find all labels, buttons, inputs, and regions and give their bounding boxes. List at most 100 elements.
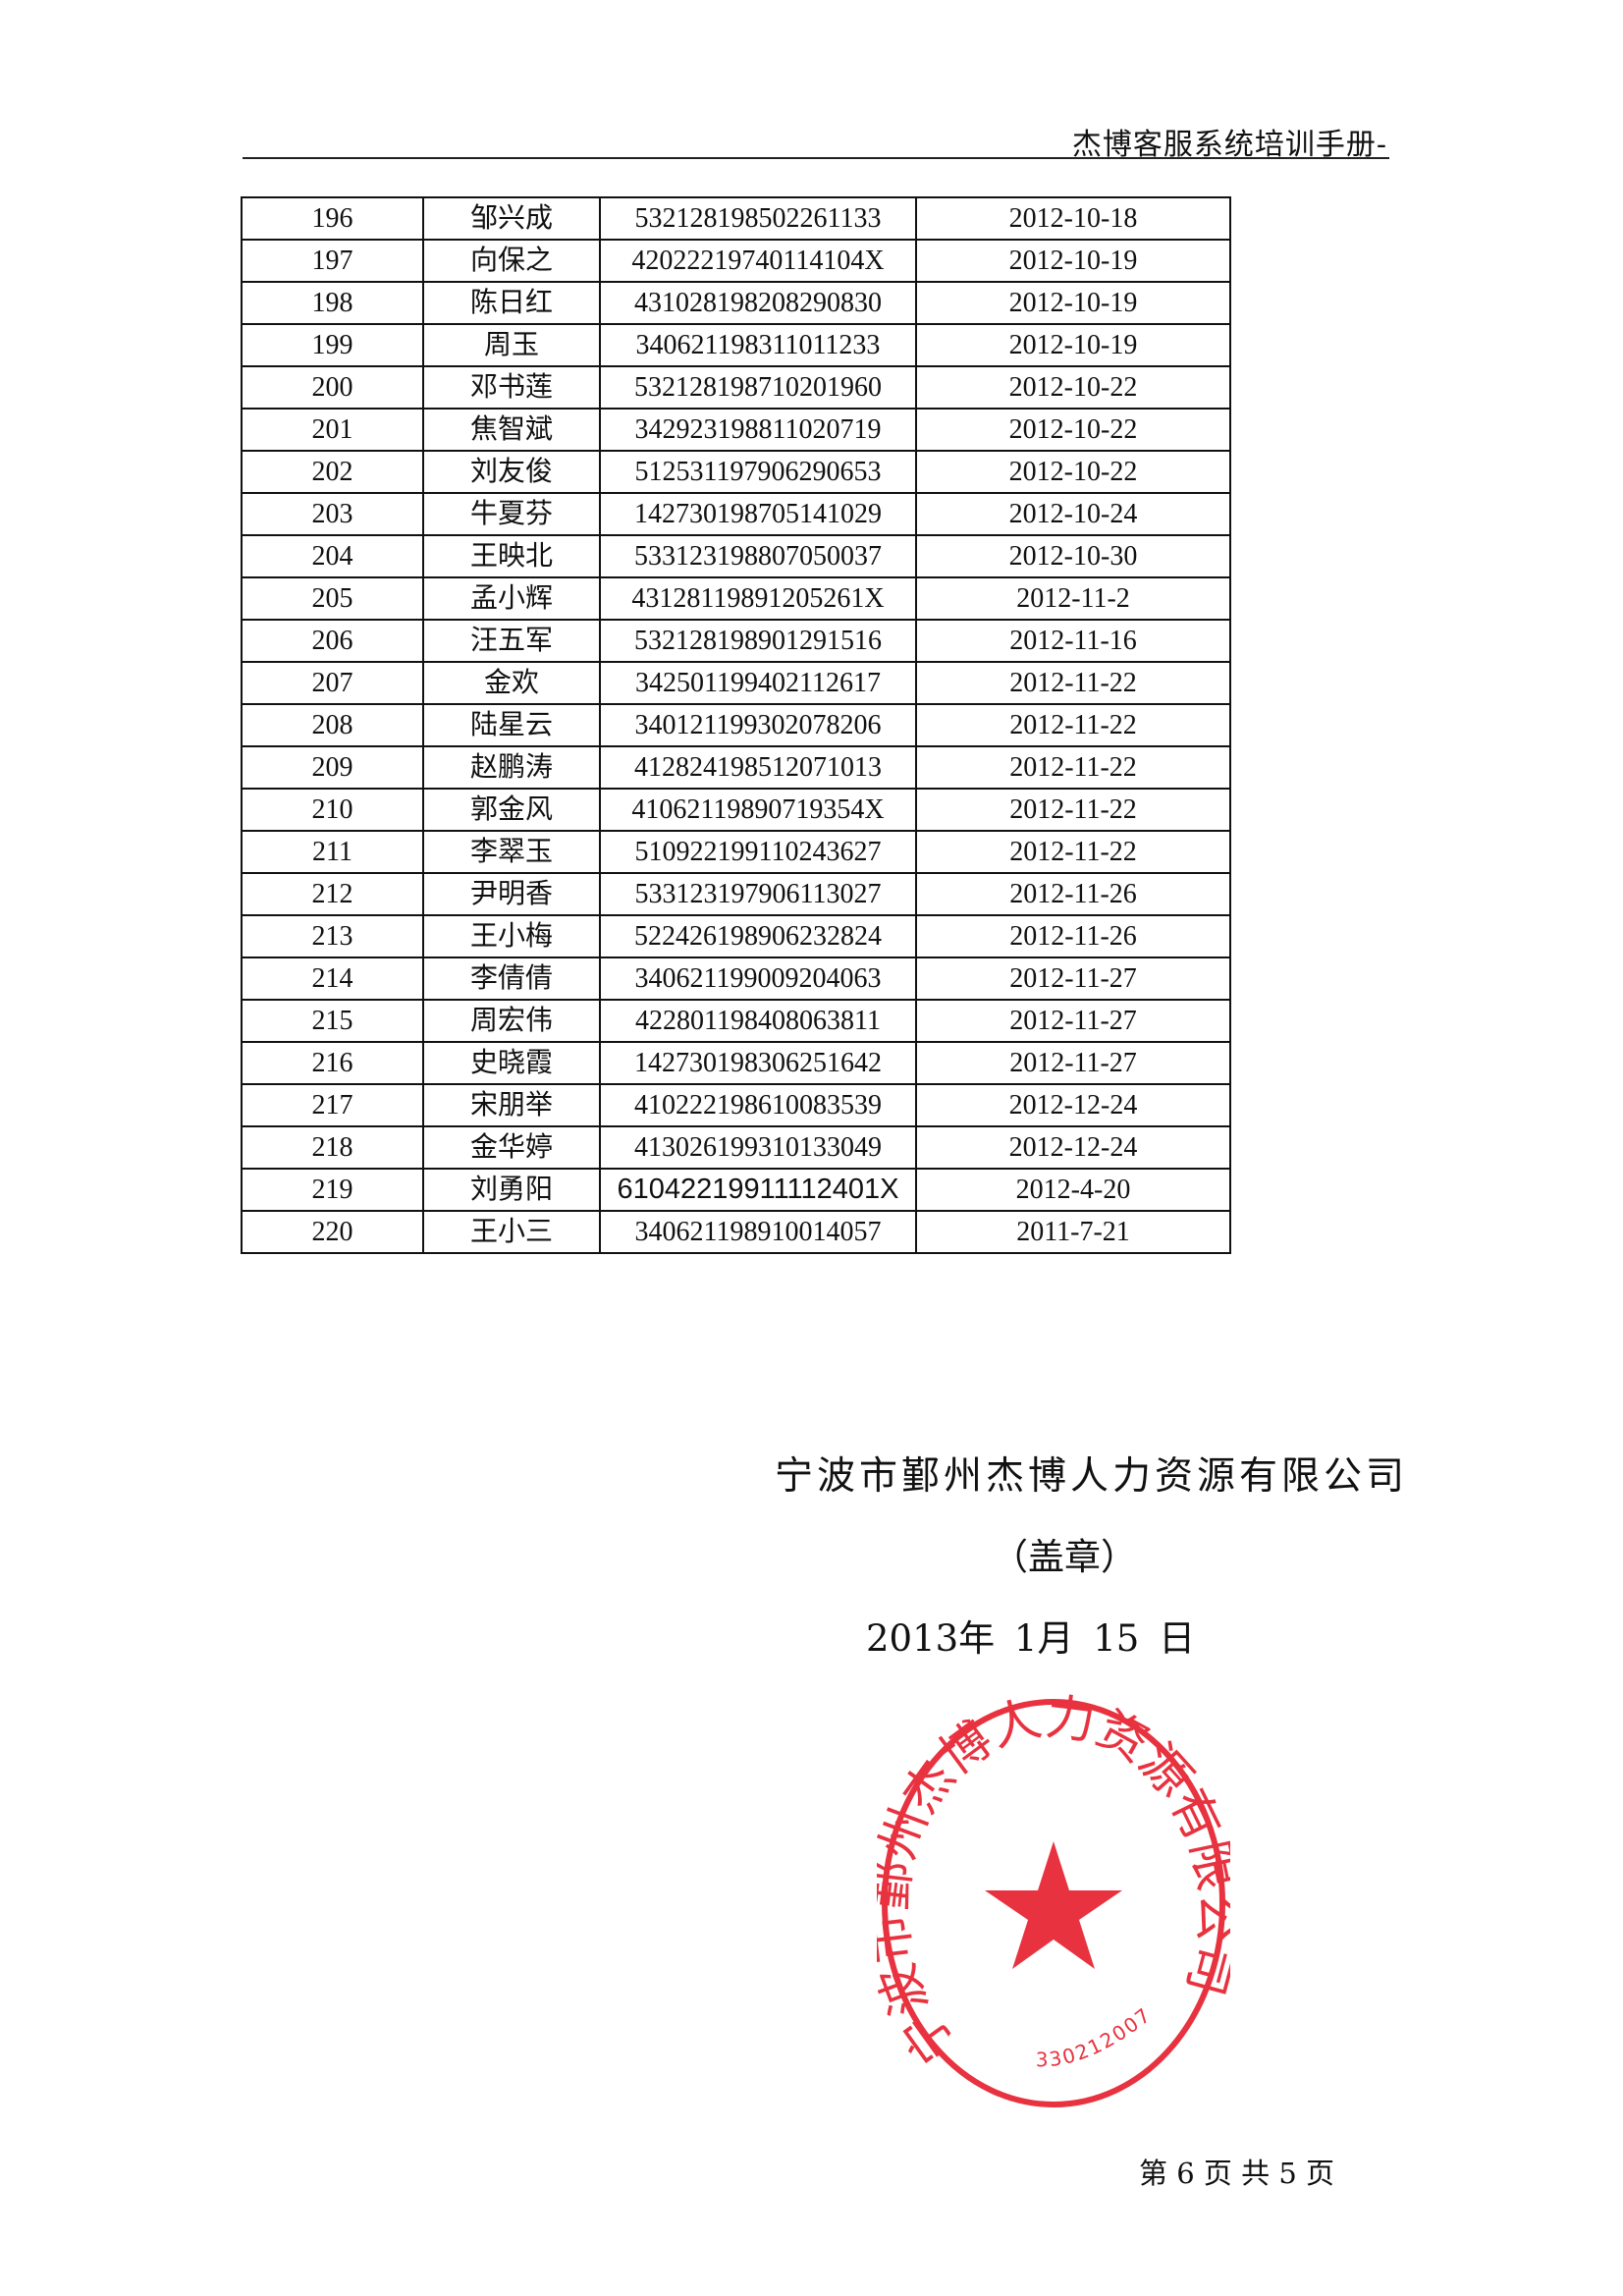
table-row: 219 刘勇阳 61042219911112401X 2012-4-20 bbox=[241, 1168, 1231, 1212]
table-row: 213 王小梅 522426198906232824 2012-11-26 bbox=[241, 914, 1231, 958]
row-number-cell: 217 bbox=[241, 1083, 424, 1127]
employee-name-cell: 王小梅 bbox=[422, 914, 601, 958]
table-row: 201 焦智斌 342923198811020719 2012-10-22 bbox=[241, 408, 1231, 452]
employee-name-cell: 金欢 bbox=[422, 661, 601, 705]
date-cell: 2012-11-27 bbox=[915, 999, 1231, 1043]
employee-table: 196 邹兴成 532128198502261133 2012-10-18 197 向保之… bbox=[241, 196, 1231, 1254]
table-row: 217 宋朋举 410222198610083539 2012-12-24 bbox=[241, 1083, 1231, 1127]
table-row: 210 郭金风 41062119890719354X 2012-11-22 bbox=[241, 788, 1231, 832]
employee-name-cell: 焦智斌 bbox=[422, 408, 601, 452]
table-row: 215 周宏伟 422801198408063811 2012-11-27 bbox=[241, 999, 1231, 1043]
row-number-cell: 210 bbox=[241, 788, 424, 832]
table-row: 196 邹兴成 532128198502261133 2012-10-18 bbox=[241, 196, 1231, 241]
row-number-cell: 204 bbox=[241, 534, 424, 578]
employee-name-cell: 邓书莲 bbox=[422, 365, 601, 410]
signature-date: 2013年 1月 15 日 bbox=[866, 1617, 1196, 1660]
row-number-cell: 216 bbox=[241, 1041, 424, 1085]
date-cell: 2012-11-2 bbox=[915, 576, 1231, 621]
row-number-cell: 199 bbox=[241, 323, 424, 367]
id-number-cell: 340621198910014057 bbox=[599, 1210, 917, 1254]
row-number-cell: 196 bbox=[241, 196, 424, 241]
row-number-cell: 200 bbox=[241, 365, 424, 410]
table-row: 197 向保之 42022219740114104X 2012-10-19 bbox=[241, 239, 1231, 283]
date-cell: 2012-11-27 bbox=[915, 1041, 1231, 1085]
employee-name-cell: 金华婷 bbox=[422, 1125, 601, 1170]
id-number-cell: 41062119890719354X bbox=[599, 788, 917, 832]
employee-name-cell: 周玉 bbox=[422, 323, 601, 367]
row-number-cell: 209 bbox=[241, 745, 424, 790]
id-number-cell: 142730198306251642 bbox=[599, 1041, 917, 1085]
date-cell: 2012-10-22 bbox=[915, 408, 1231, 452]
date-cell: 2011-7-21 bbox=[915, 1210, 1231, 1254]
date-cell: 2012-10-24 bbox=[915, 492, 1231, 536]
id-number-cell: 340121199302078206 bbox=[599, 703, 917, 747]
date-cell: 2012-11-22 bbox=[915, 703, 1231, 747]
id-number-cell: 533123198807050037 bbox=[599, 534, 917, 578]
id-number-cell: 412824198512071013 bbox=[599, 745, 917, 790]
employee-name-cell: 赵鹏涛 bbox=[422, 745, 601, 790]
row-number-cell: 198 bbox=[241, 281, 424, 325]
id-number-cell: 340621198311011233 bbox=[599, 323, 917, 367]
id-number-cell: 42022219740114104X bbox=[599, 239, 917, 283]
table-row: 202 刘友俊 512531197906290653 2012-10-22 bbox=[241, 450, 1231, 494]
table-row: 211 李翠玉 510922199110243627 2012-11-22 bbox=[241, 830, 1231, 874]
table-row: 206 汪五军 532128198901291516 2012-11-16 bbox=[241, 619, 1231, 663]
id-number-cell: 510922199110243627 bbox=[599, 830, 917, 874]
date-cell: 2012-11-22 bbox=[915, 661, 1231, 705]
date-cell: 2012-11-27 bbox=[915, 957, 1231, 1001]
id-number-cell: 522426198906232824 bbox=[599, 914, 917, 958]
date-cell: 2012-11-16 bbox=[915, 619, 1231, 663]
document-header-title: 杰博客服系统培训手册- bbox=[1071, 128, 1387, 162]
header-divider bbox=[243, 157, 1389, 159]
table-row: 218 金华婷 413026199310133049 2012-12-24 bbox=[241, 1125, 1231, 1170]
table-row: 209 赵鹏涛 412824198512071013 2012-11-22 bbox=[241, 745, 1231, 790]
employee-name-cell: 王映北 bbox=[422, 534, 601, 578]
row-number-cell: 208 bbox=[241, 703, 424, 747]
date-cell: 2012-10-19 bbox=[915, 323, 1231, 367]
date-cell: 2012-11-26 bbox=[915, 872, 1231, 916]
employee-name-cell: 陆星云 bbox=[422, 703, 601, 747]
row-number-cell: 215 bbox=[241, 999, 424, 1043]
row-number-cell: 214 bbox=[241, 957, 424, 1001]
seal-note: （盖章） bbox=[992, 1536, 1137, 1578]
employee-name-cell: 史晓霞 bbox=[422, 1041, 601, 1085]
date-cell: 2012-10-19 bbox=[915, 281, 1231, 325]
id-number-cell: 422801198408063811 bbox=[599, 999, 917, 1043]
employee-name-cell: 向保之 bbox=[422, 239, 601, 283]
row-number-cell: 202 bbox=[241, 450, 424, 494]
table-row: 199 周玉 340621198311011233 2012-10-19 bbox=[241, 323, 1231, 367]
id-number-cell: 413026199310133049 bbox=[599, 1125, 917, 1170]
employee-name-cell: 李翠玉 bbox=[422, 830, 601, 874]
employee-name-cell: 周宏伟 bbox=[422, 999, 601, 1043]
employee-name-cell: 刘友俊 bbox=[422, 450, 601, 494]
date-cell: 2012-12-24 bbox=[915, 1125, 1231, 1170]
table-row: 208 陆星云 340121199302078206 2012-11-22 bbox=[241, 703, 1231, 747]
date-cell: 2012-10-30 bbox=[915, 534, 1231, 578]
employee-name-cell: 牛夏芬 bbox=[422, 492, 601, 536]
id-number-cell: 43128119891205261X bbox=[599, 576, 917, 621]
employee-name-cell: 汪五军 bbox=[422, 619, 601, 663]
row-number-cell: 219 bbox=[241, 1168, 424, 1212]
table-row: 212 尹明香 533123197906113027 2012-11-26 bbox=[241, 872, 1231, 916]
row-number-cell: 201 bbox=[241, 408, 424, 452]
date-cell: 2012-10-22 bbox=[915, 365, 1231, 410]
page-number: 第 6 页 共 5 页 bbox=[1139, 2157, 1334, 2190]
row-number-cell: 205 bbox=[241, 576, 424, 621]
id-number-cell: 340621199009204063 bbox=[599, 957, 917, 1001]
id-number-cell: 532128198502261133 bbox=[599, 196, 917, 241]
id-number-cell: 431028198208290830 bbox=[599, 281, 917, 325]
date-cell: 2012-10-18 bbox=[915, 196, 1231, 241]
id-number-cell: 410222198610083539 bbox=[599, 1083, 917, 1127]
date-cell: 2012-11-22 bbox=[915, 830, 1231, 874]
employee-name-cell: 尹明香 bbox=[422, 872, 601, 916]
company-name: 宁波市鄞州杰博人力资源有限公司 bbox=[775, 1454, 1409, 1499]
row-number-cell: 218 bbox=[241, 1125, 424, 1170]
id-number-cell: 533123197906113027 bbox=[599, 872, 917, 916]
table-row: 198 陈日红 431028198208290830 2012-10-19 bbox=[241, 281, 1231, 325]
id-number-cell: 532128198710201960 bbox=[599, 365, 917, 410]
id-number-cell: 342923198811020719 bbox=[599, 408, 917, 452]
table-row: 216 史晓霞 142730198306251642 2012-11-27 bbox=[241, 1041, 1231, 1085]
date-cell: 2012-11-22 bbox=[915, 745, 1231, 790]
row-number-cell: 211 bbox=[241, 830, 424, 874]
row-number-cell: 212 bbox=[241, 872, 424, 916]
